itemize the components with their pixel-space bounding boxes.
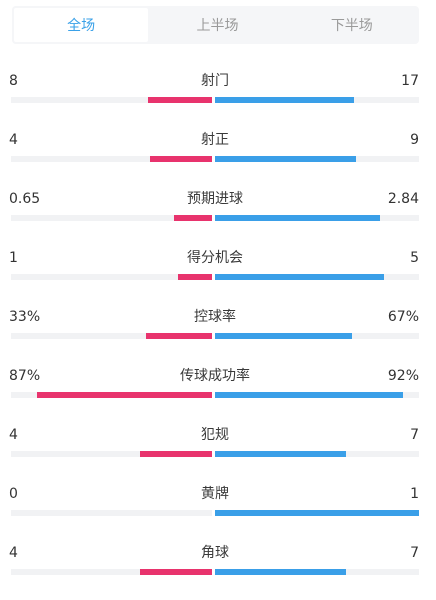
home-bar-track	[11, 510, 212, 516]
tab-first-half[interactable]: 上半场	[196, 18, 239, 34]
stat-row-fouls: 4 犯规 7	[0, 426, 436, 466]
home-value: 1	[9, 250, 18, 266]
stat-row-shots-on-target: 4 射正 9	[0, 131, 436, 171]
away-value: 2.84	[387, 191, 419, 207]
away-value: 17	[401, 73, 419, 89]
home-value: 4	[9, 132, 18, 148]
home-value: 87%	[9, 368, 41, 384]
home-bar-track	[11, 274, 212, 280]
home-bar	[150, 156, 212, 162]
away-bar	[215, 333, 352, 339]
stat-label: 得分机会	[187, 250, 243, 266]
home-bar	[146, 333, 212, 339]
stat-label: 控球率	[194, 309, 236, 325]
stat-row-possession: 33% 控球率 67%	[0, 308, 436, 348]
home-value: 4	[9, 427, 18, 443]
home-bar-track	[11, 569, 212, 575]
home-bar-track	[11, 451, 212, 457]
away-bar	[215, 510, 419, 516]
away-value: 9	[410, 132, 419, 148]
home-bar	[178, 274, 212, 280]
home-value: 33%	[9, 309, 41, 325]
away-bar	[215, 97, 354, 103]
stat-row-big-chances: 1 得分机会 5	[0, 249, 436, 289]
stat-label: 传球成功率	[180, 368, 250, 384]
away-bar	[215, 274, 384, 280]
home-bar-track	[11, 333, 212, 339]
away-value: 5	[410, 250, 419, 266]
home-value: 0	[9, 486, 18, 502]
stat-label: 预期进球	[187, 191, 243, 207]
stat-label: 角球	[201, 545, 229, 561]
home-bar	[140, 451, 212, 457]
stat-row-shots: 8 射门 17	[0, 72, 436, 112]
stat-label: 犯规	[201, 427, 229, 443]
away-bar	[215, 392, 403, 398]
home-value: 0.65	[9, 191, 41, 207]
period-tabs: 全场 上半场 下半场	[12, 6, 419, 44]
stat-row-yellow-cards: 0 黄牌 1	[0, 485, 436, 525]
away-bar	[215, 156, 356, 162]
home-value: 4	[9, 545, 18, 561]
away-value: 1	[410, 486, 419, 502]
stat-row-pass-accuracy: 87% 传球成功率 92%	[0, 367, 436, 407]
home-bar	[37, 392, 212, 398]
home-bar-track	[11, 156, 212, 162]
away-bar	[215, 215, 380, 221]
home-bar	[148, 97, 212, 103]
tab-full-match[interactable]: 全场	[12, 6, 151, 44]
away-value: 7	[410, 427, 419, 443]
stat-label: 射正	[201, 132, 229, 148]
away-bar	[215, 569, 346, 575]
stat-row-expected-goals: 0.65 预期进球 2.84	[0, 190, 436, 230]
away-value: 92%	[387, 368, 419, 384]
home-bar	[174, 215, 212, 221]
away-value: 67%	[387, 309, 419, 325]
tab-second-half[interactable]: 下半场	[330, 18, 373, 34]
stat-row-corners: 4 角球 7	[0, 544, 436, 584]
stat-label: 射门	[201, 73, 229, 89]
away-value: 7	[410, 545, 419, 561]
home-bar-track	[11, 97, 212, 103]
home-bar	[140, 569, 212, 575]
away-bar	[215, 451, 346, 457]
stat-label: 黄牌	[201, 486, 229, 502]
home-value: 8	[9, 73, 18, 89]
home-bar-track	[11, 215, 212, 221]
